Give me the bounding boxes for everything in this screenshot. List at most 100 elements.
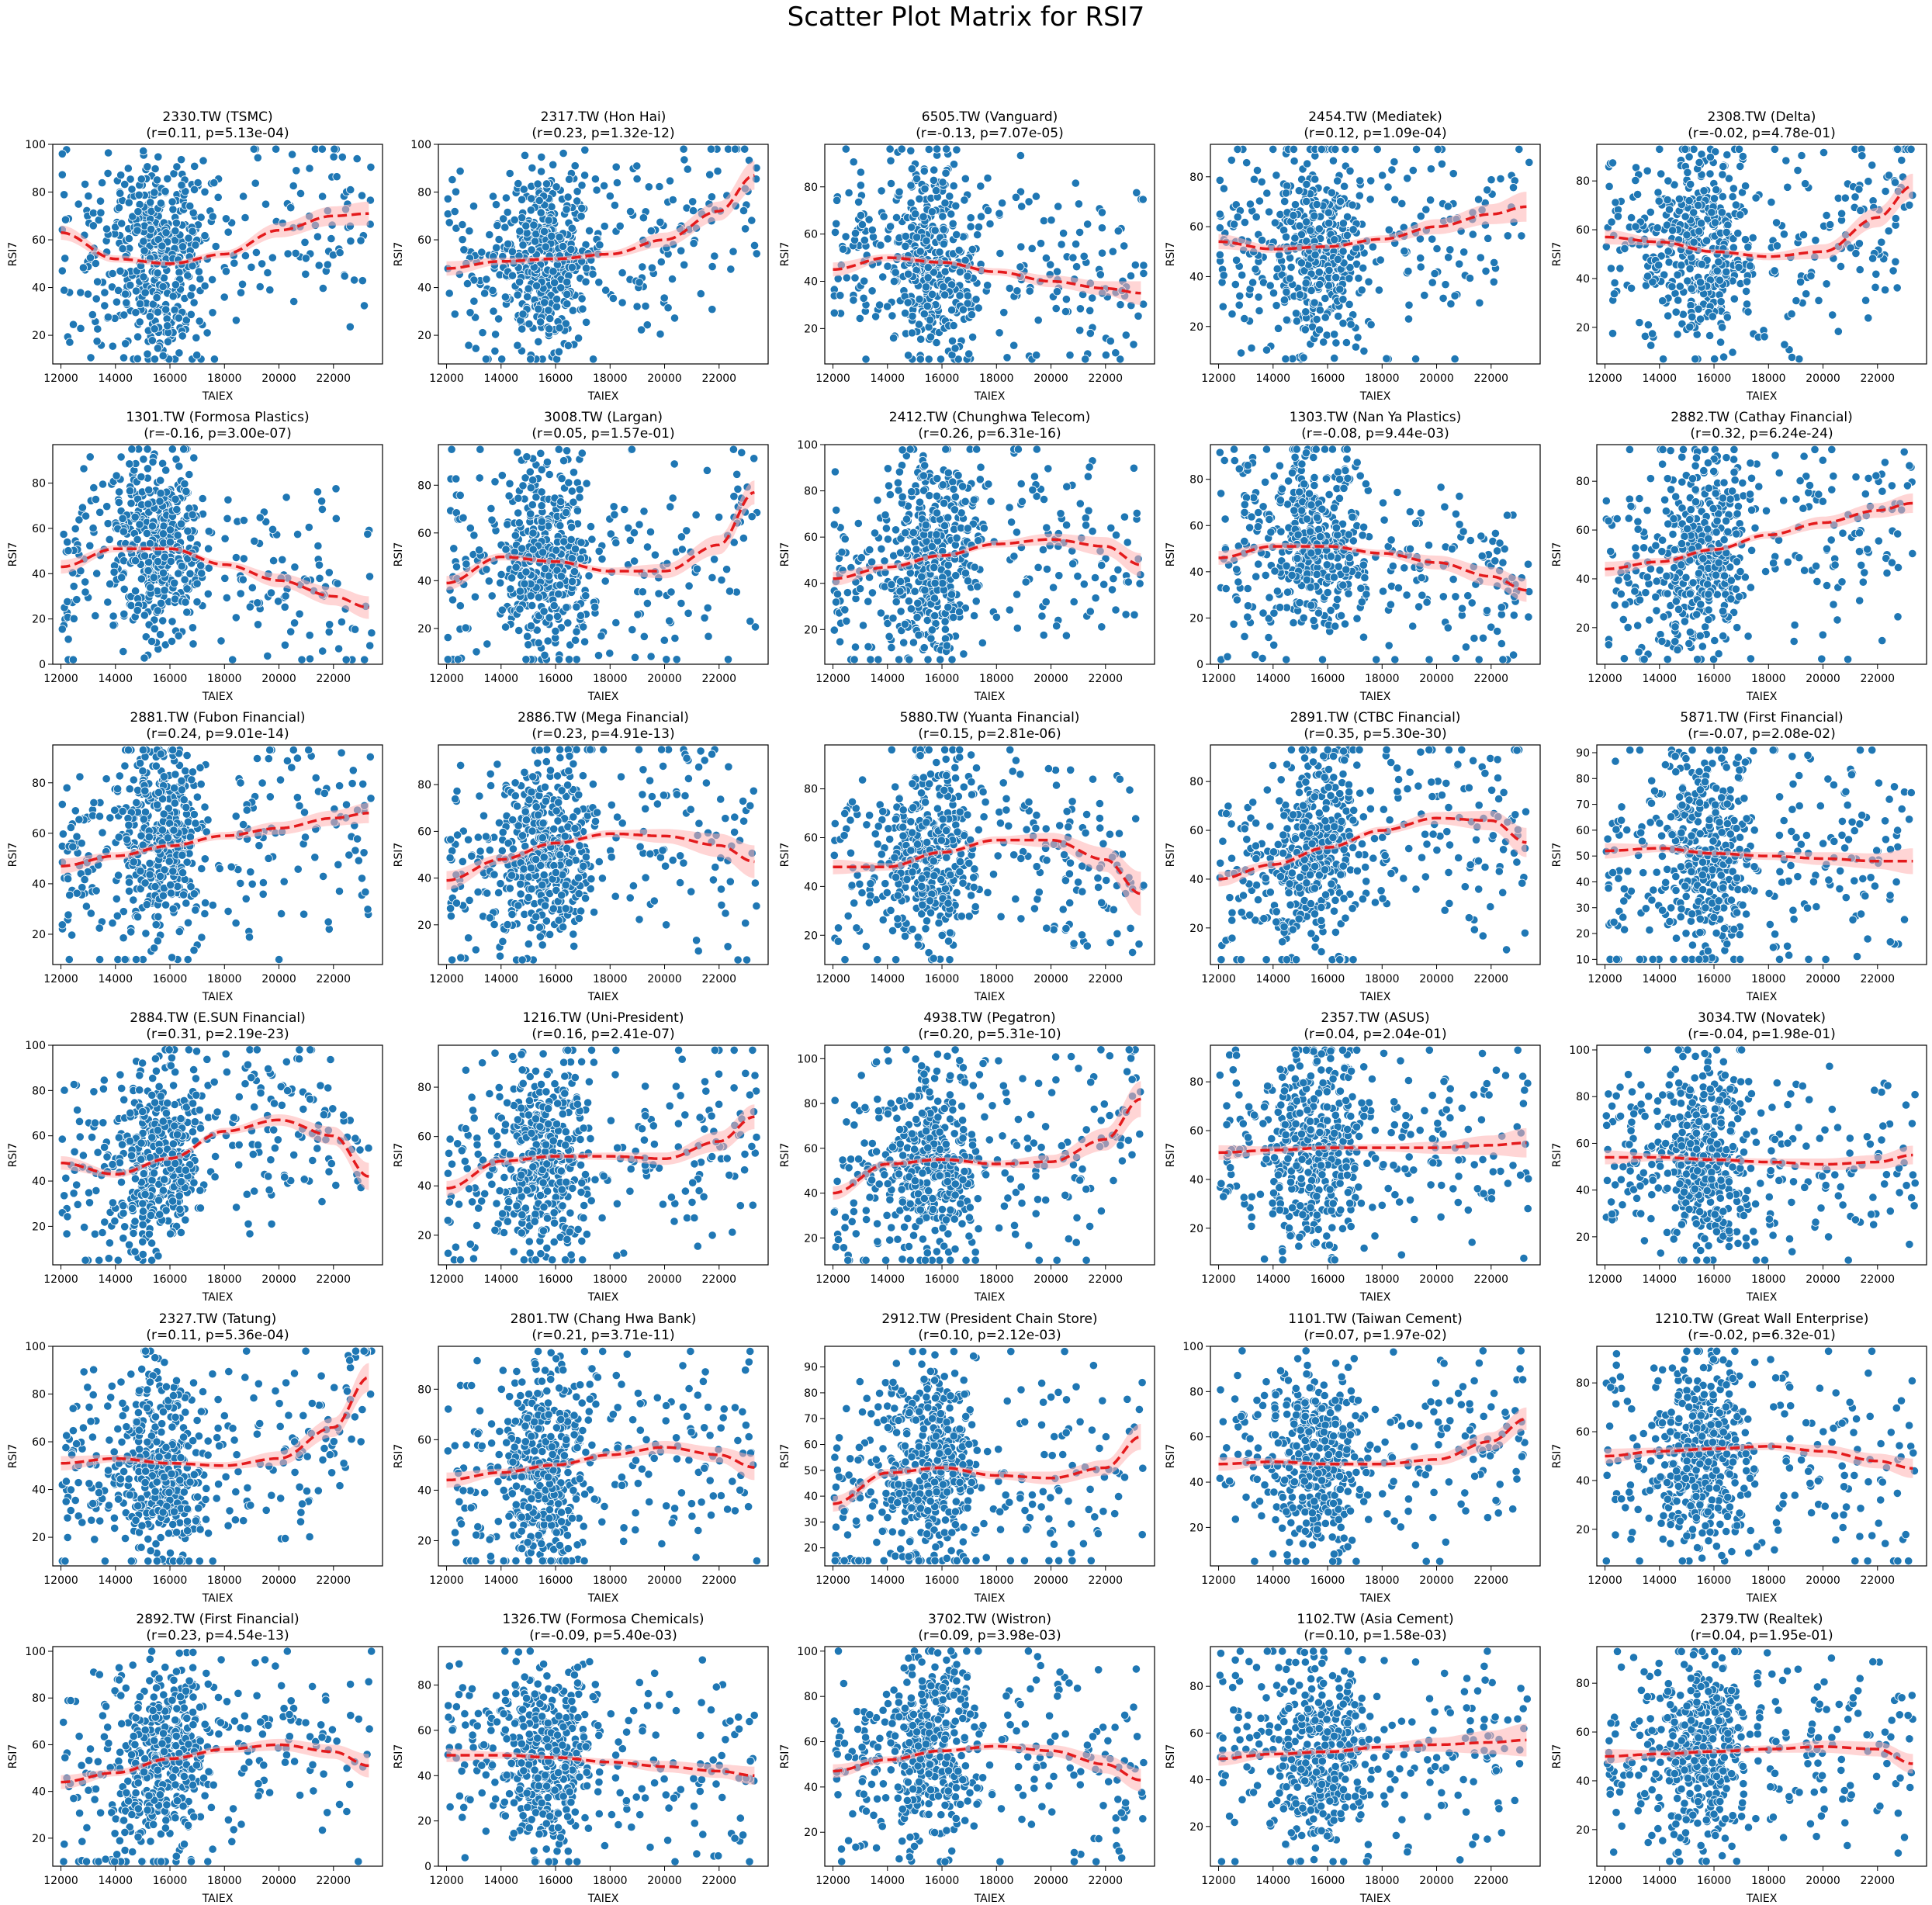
data-point [554,347,564,356]
data-point [578,304,587,313]
data-point [856,168,866,177]
data-point [506,584,515,594]
data-point [1336,196,1345,206]
data-point [610,200,620,210]
data-point [958,305,968,314]
data-point [1302,217,1311,227]
data-point [1002,353,1012,362]
data-point [250,536,259,546]
x-tick-label: 22000 [317,372,351,385]
data-point [1349,225,1358,234]
data-point [521,567,531,577]
x-tick-label: 20000 [1419,372,1454,385]
data-point [539,607,549,616]
data-point [1242,158,1252,168]
data-point [106,579,115,589]
data-point [528,500,537,510]
data-point [961,497,970,506]
data-point [1736,210,1745,220]
data-point [920,184,930,193]
data-point [1282,655,1291,664]
data-point [116,266,125,275]
data-point [507,247,518,256]
data-point [1822,210,1831,220]
data-point [843,588,853,597]
data-point [973,582,982,591]
data-point [1082,521,1091,530]
data-point [1302,196,1311,206]
data-point [567,577,577,587]
data-point [684,581,694,591]
data-point [536,208,545,217]
data-point [1893,144,1903,154]
data-point [900,619,910,629]
data-point [1905,200,1914,210]
data-point [536,449,545,458]
data-point [103,168,113,178]
subplot-title: 1301.TW (Formosa Plastics) [126,410,309,425]
data-point [1705,169,1715,178]
data-point [572,627,581,636]
data-point [1254,559,1263,569]
data-point [1783,182,1792,192]
data-point [1373,144,1382,154]
data-point [447,445,456,454]
data-point [1428,234,1437,244]
data-point [920,585,930,595]
data-point [1236,348,1246,358]
data-point [1101,350,1111,360]
x-tick-label: 14000 [871,673,905,685]
data-point [1273,324,1283,333]
x-tick-label: 20000 [1034,372,1068,385]
data-point [1123,538,1132,547]
data-point [445,218,454,227]
scatter-points [1215,144,1534,364]
data-point [911,210,920,219]
data-point [126,175,135,184]
data-point [1772,218,1781,227]
data-point [165,525,175,535]
data-point [1030,472,1040,481]
data-point [954,470,963,480]
data-point [173,531,182,540]
data-point [723,655,733,664]
data-point [1731,200,1740,210]
data-point [171,280,180,289]
data-point [474,546,484,555]
data-point [220,293,229,302]
data-point [1005,605,1014,615]
data-point [1024,197,1034,206]
x-tick-label: 16000 [538,372,573,385]
data-point [708,573,717,583]
data-point [932,530,941,539]
data-point [1252,213,1261,222]
data-point [954,245,964,255]
data-point [116,171,126,180]
data-point [1446,300,1456,309]
data-point [1032,445,1041,454]
data-point [955,267,965,276]
data-point [1283,182,1292,191]
data-point [656,329,665,339]
data-point [1497,639,1506,649]
plot-area [829,445,1145,664]
data-point [146,198,155,207]
data-point [1269,289,1279,298]
y-tick-label: 20 [417,623,431,636]
data-point [732,469,742,479]
data-point [261,199,271,209]
data-point [924,322,933,332]
data-point [459,513,468,522]
y-tick-label: 40 [417,575,431,587]
data-point [198,494,207,504]
data-point [471,344,480,353]
data-point [181,187,190,196]
data-point [605,192,615,201]
data-point [1331,272,1341,282]
data-point [1718,323,1727,332]
data-point [998,199,1007,208]
data-point [1283,587,1293,597]
data-point [522,228,531,237]
data-point [1686,179,1695,189]
data-point [912,545,921,554]
